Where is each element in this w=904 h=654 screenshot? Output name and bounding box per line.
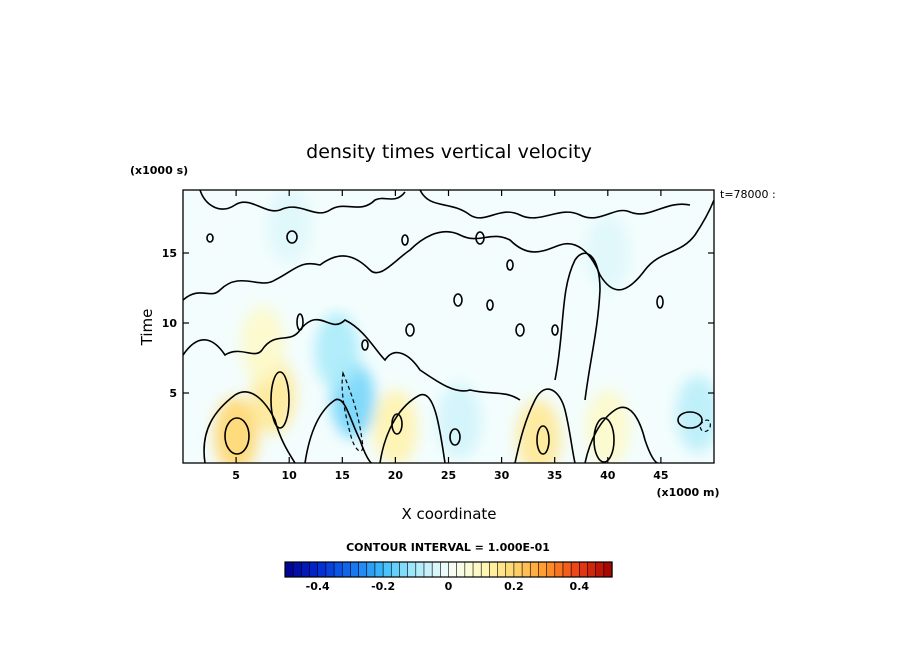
x-tick-label: 45 <box>653 469 668 482</box>
colorbar-cell <box>317 561 327 578</box>
colorbar-cell <box>595 561 605 578</box>
colorbar-cell <box>521 561 531 578</box>
colorbar-cell <box>448 561 458 578</box>
colorbar-cell <box>374 561 384 578</box>
x-tick-label: 30 <box>494 469 510 482</box>
negative-anomaly <box>267 190 312 263</box>
colorbar-cell <box>399 561 409 578</box>
colorbar-cell <box>587 561 597 578</box>
colorbar-cell <box>480 561 490 578</box>
x-tick-label: 35 <box>547 469 562 482</box>
colorbar-tick-label: 0.2 <box>504 580 524 593</box>
plot-area <box>183 190 714 463</box>
colorbar-cell <box>562 561 572 578</box>
colorbar-cell <box>464 561 474 578</box>
positive-anomaly <box>240 306 285 382</box>
y-axis: 5 10 15 <box>162 247 714 400</box>
colorbar-cell <box>341 561 352 578</box>
colorbar-cell <box>440 561 450 578</box>
colorbar-tick-label: -0.2 <box>371 580 395 593</box>
negative-anomaly <box>585 215 630 291</box>
x-axis: 5 10 15 20 25 30 35 40 45 <box>232 190 669 482</box>
contour-interval-label: CONTOUR INTERVAL = 1.000E-01 <box>346 541 550 554</box>
colorbar: -0.4 -0.2 0 0.2 0.4 <box>284 561 613 593</box>
y-unit-label: (x1000 s) <box>130 164 188 177</box>
colorbar-cell <box>309 561 319 578</box>
colorbar-tick-label: 0 <box>445 580 453 593</box>
x-tick-label: 20 <box>388 469 404 482</box>
contour-lines <box>183 190 714 463</box>
negative-contours <box>341 370 711 452</box>
x-axis-label: X coordinate <box>401 505 496 523</box>
colorbar-tick-label: 0.4 <box>570 580 590 593</box>
colorbar-cell <box>366 561 376 578</box>
colorbar-cell <box>431 561 441 578</box>
x-tick-label: 10 <box>282 469 298 482</box>
colorbar-tick-label: -0.4 <box>306 580 330 593</box>
colorbar-cell <box>423 561 433 578</box>
colorbar-cell <box>415 561 425 578</box>
y-tick-label: 15 <box>162 247 177 260</box>
colorbar-cell <box>554 561 564 578</box>
chart-title: density times vertical velocity <box>306 141 592 163</box>
colorbar-cell <box>333 561 343 578</box>
y-axis-label: Time <box>138 309 156 347</box>
colorbar-cell <box>350 561 360 578</box>
colorbar-cell <box>358 561 368 578</box>
negative-anomaly <box>437 383 482 459</box>
colorbar-cell <box>390 561 401 578</box>
colorbar-cell <box>301 561 311 578</box>
x-tick-label: 25 <box>441 469 456 482</box>
y-tick-label: 5 <box>169 387 177 400</box>
colorbar-cell <box>382 561 392 578</box>
x-tick-label: 15 <box>335 469 350 482</box>
colorbar-cell <box>570 561 580 578</box>
x-tick-label: 5 <box>232 469 240 482</box>
positive-anomaly <box>516 399 561 463</box>
colorbar-cell <box>505 561 515 578</box>
colorbar-cell <box>546 561 556 578</box>
colorbar-cell <box>578 561 589 578</box>
negative-anomaly <box>314 313 359 389</box>
colorbar-cell <box>538 561 548 578</box>
colorbar-cell <box>456 561 466 578</box>
negative-anomaly <box>676 376 714 452</box>
colorbar-cell <box>292 561 302 578</box>
colorbar-cell <box>603 561 613 578</box>
colorbar-cell <box>284 561 294 578</box>
positive-anomaly <box>585 390 630 463</box>
colorbar-cell <box>472 561 482 578</box>
colorbar-frame <box>284 561 613 578</box>
y-tick-label: 10 <box>162 317 178 330</box>
time-annotation: t=78000 : <box>720 188 776 201</box>
colorbar-cell <box>497 561 507 578</box>
x-unit-label: (x1000 m) <box>656 486 719 499</box>
colorbar-cell <box>407 561 417 578</box>
x-tick-label: 40 <box>600 469 616 482</box>
colorbar-cell <box>529 561 540 578</box>
colorbar-cell <box>489 561 499 578</box>
colorbar-cell <box>325 561 335 578</box>
colorbar-cell <box>513 561 523 578</box>
